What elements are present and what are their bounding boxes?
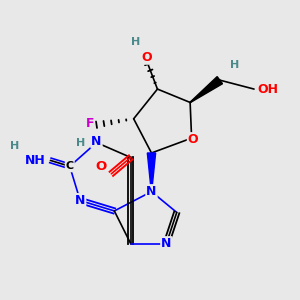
Text: NH: NH	[25, 154, 46, 167]
Text: N: N	[146, 185, 157, 198]
Text: N: N	[161, 237, 172, 250]
Text: H: H	[130, 38, 140, 47]
Text: H: H	[76, 138, 86, 148]
Text: H: H	[10, 141, 20, 151]
Text: O: O	[188, 133, 198, 146]
Text: O: O	[142, 51, 152, 64]
Text: OH: OH	[258, 82, 279, 96]
Polygon shape	[190, 76, 223, 103]
Text: N: N	[91, 135, 102, 148]
Polygon shape	[147, 153, 156, 192]
Text: N: N	[75, 194, 85, 207]
Text: C: C	[66, 161, 74, 171]
Text: H: H	[230, 60, 239, 70]
Text: O: O	[95, 160, 106, 173]
Text: F: F	[85, 117, 94, 130]
